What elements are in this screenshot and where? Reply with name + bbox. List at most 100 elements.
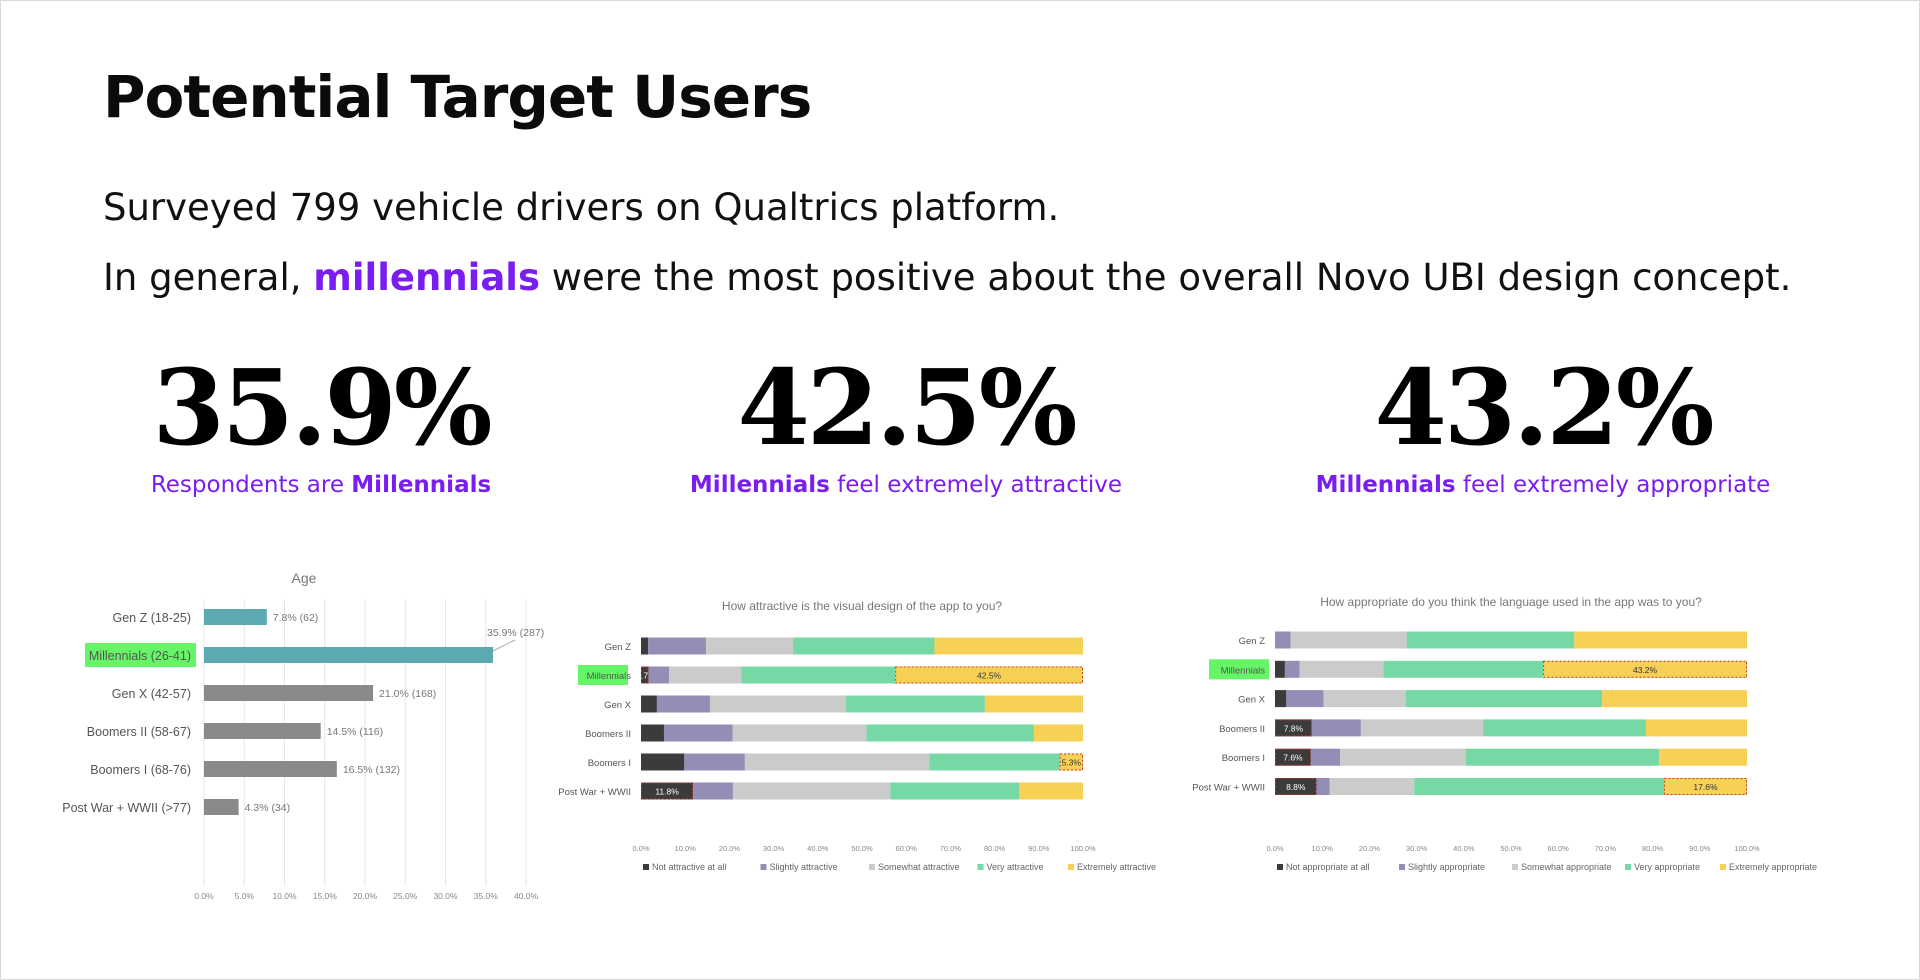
legend-item-somewhat-attractive: Somewhat attractive <box>878 862 960 872</box>
x-tick-label: 25.0% <box>393 891 418 901</box>
segment-boomers-i-extremely-appropriate <box>1659 748 1747 766</box>
segment-gen-z-somewhat-attractive <box>705 637 794 655</box>
annotation-box <box>895 666 1083 684</box>
chart-title: Age <box>292 570 317 586</box>
x-tick-label: 50.0% <box>851 844 873 853</box>
stat-caption: Millennials feel extremely appropriate <box>1223 472 1863 498</box>
stat-caption-bold: Millennials <box>351 472 492 498</box>
x-tick-label: 30.0% <box>763 844 785 853</box>
stat-appropriate: 43.2% Millennials feel extremely appropr… <box>1223 356 1863 499</box>
legend-item-extremely-attractive: Extremely attractive <box>1077 862 1156 872</box>
x-tick-label: 90.0% <box>1028 844 1050 853</box>
bar-boomers-i-68-76 <box>204 761 337 777</box>
x-tick-label: 80.0% <box>984 844 1006 853</box>
data-label: 7.8% (62) <box>273 612 319 624</box>
legend-swatch <box>977 864 984 870</box>
category-label-millennials: Millennials <box>587 671 632 682</box>
annotation-box <box>1663 778 1748 795</box>
segment-millennials-very-attractive <box>741 666 896 684</box>
x-tick-label: 35.0% <box>474 891 499 901</box>
segment-post-war-wwii-somewhat-attractive <box>732 782 891 800</box>
legend-item-slightly-attractive: Slightly attractive <box>770 862 838 872</box>
survey-summary: Surveyed 799 vehicle drivers on Qualtric… <box>103 186 1060 229</box>
data-label: 4.3% (34) <box>245 802 291 814</box>
segment-gen-x-slightly-attractive <box>656 695 710 713</box>
annotation-box <box>1275 719 1312 737</box>
legend-swatch <box>1068 864 1074 870</box>
x-tick-label: 20.0% <box>1359 844 1381 853</box>
category-label-gen-x: Gen X <box>1238 695 1266 706</box>
segment-millennials-somewhat-appropriate <box>1299 660 1384 678</box>
key-finding-suffix: were the most positive about the overall… <box>551 256 1792 299</box>
legend-swatch <box>643 864 649 870</box>
category-label-gen-x-42-57: Gen X (42-57) <box>112 687 191 701</box>
segment-boomers-ii-extremely-appropriate <box>1645 719 1747 737</box>
annotation-box <box>641 666 649 684</box>
segment-post-war-wwii-somewhat-appropriate <box>1329 778 1415 795</box>
legend-item-extremely-appropriate: Extremely appropriate <box>1729 862 1817 872</box>
legend-item-somewhat-appropriate: Somewhat appropriate <box>1521 862 1612 872</box>
x-tick-label: 50.0% <box>1500 844 1522 853</box>
stat-attractive: 42.5% Millennials feel extremely attract… <box>586 356 1226 499</box>
segment-gen-x-extremely-attractive <box>984 695 1083 713</box>
highlight-label-box <box>578 665 628 685</box>
segment-gen-z-very-appropriate <box>1406 631 1575 649</box>
category-label-boomers-ii: Boomers II <box>585 729 631 740</box>
segment-gen-x-not-appropriate-at-all <box>1275 690 1287 708</box>
x-tick-label: 60.0% <box>896 844 918 853</box>
category-label-post-war-wwii: Post War + WWII <box>558 787 631 798</box>
annotation-label: 42.5% <box>977 671 1002 681</box>
annotation-box <box>1275 778 1317 795</box>
legend-item-very-appropriate: Very appropriate <box>1634 862 1700 872</box>
leader-line <box>492 639 516 652</box>
x-tick-label: 20.0% <box>353 891 378 901</box>
age-distribution-chart: Age 0.0% 5.0% 10.0% 15.0% 20.0% 25.0% 30.0% 35.0… <box>62 570 544 901</box>
segment-post-war-wwii-very-attractive <box>890 782 1020 800</box>
segment-gen-z-slightly-attractive <box>648 637 706 655</box>
segment-gen-x-extremely-appropriate <box>1602 690 1747 708</box>
segment-gen-x-somewhat-appropriate <box>1323 690 1406 708</box>
x-tick-label: 40.0% <box>514 891 539 901</box>
data-label: 14.5% (116) <box>327 726 383 738</box>
key-finding: In general, millennials were the most po… <box>103 256 1791 299</box>
segment-post-war-wwii-extremely-attractive <box>1019 782 1083 800</box>
category-label-millennials: Millennials <box>1221 665 1266 676</box>
x-tick-label: 0.0% <box>1266 844 1283 853</box>
legend-item-not-attractive-at-all: Not attractive at all <box>652 862 727 872</box>
annotation-label: 7.6% <box>1283 753 1303 763</box>
segment-boomers-i-somewhat-appropriate <box>1340 748 1466 766</box>
bar-gen-x-42-57 <box>204 685 374 701</box>
x-tick-label: 5.0% <box>235 891 255 901</box>
segment-boomers-ii-extremely-attractive <box>1033 724 1083 742</box>
x-tick-label: 40.0% <box>807 844 829 853</box>
segment-boomers-i-not-appropriate-at-all <box>1275 748 1311 766</box>
segment-gen-z-extremely-attractive <box>934 637 1083 655</box>
segment-gen-z-not-attractive-at-all <box>641 637 649 655</box>
highlight-label-box <box>85 643 196 667</box>
segment-boomers-ii-not-attractive-at-all <box>641 724 664 742</box>
stat-caption-bold: Millennials <box>1315 472 1456 498</box>
legend-item-not-appropriate-at-all: Not appropriate at all <box>1286 862 1370 872</box>
segment-boomers-ii-slightly-appropriate <box>1311 719 1361 737</box>
category-label-boomers-i: Boomers I <box>588 758 631 769</box>
chart-title: How appropriate do you think the languag… <box>1320 595 1702 609</box>
x-tick-label: 10.0% <box>675 844 697 853</box>
annotation-box <box>641 782 694 800</box>
segment-post-war-wwii-very-appropriate <box>1414 778 1664 795</box>
category-label-boomers-i: Boomers I <box>1222 753 1265 764</box>
segment-post-war-wwii-extremely-appropriate <box>1663 778 1747 795</box>
legend-swatch <box>869 864 875 870</box>
bar-millennials-26-41 <box>204 647 493 663</box>
stat-caption-plain: feel extremely appropriate <box>1462 472 1771 498</box>
segment-post-war-wwii-not-appropriate-at-all <box>1275 778 1317 795</box>
segment-gen-z-somewhat-appropriate <box>1290 631 1407 649</box>
segment-boomers-ii-slightly-attractive <box>663 724 733 742</box>
x-tick-label: 70.0% <box>1595 844 1617 853</box>
data-label: 35.9% (287) <box>487 627 544 639</box>
page-title: Potential Target Users <box>103 63 812 131</box>
data-label: 21.0% (168) <box>379 688 436 700</box>
x-tick-label: 70.0% <box>940 844 962 853</box>
segment-millennials-very-appropriate <box>1383 660 1544 678</box>
data-label: 16.5% (132) <box>343 764 400 776</box>
segment-gen-z-extremely-appropriate <box>1574 631 1747 649</box>
